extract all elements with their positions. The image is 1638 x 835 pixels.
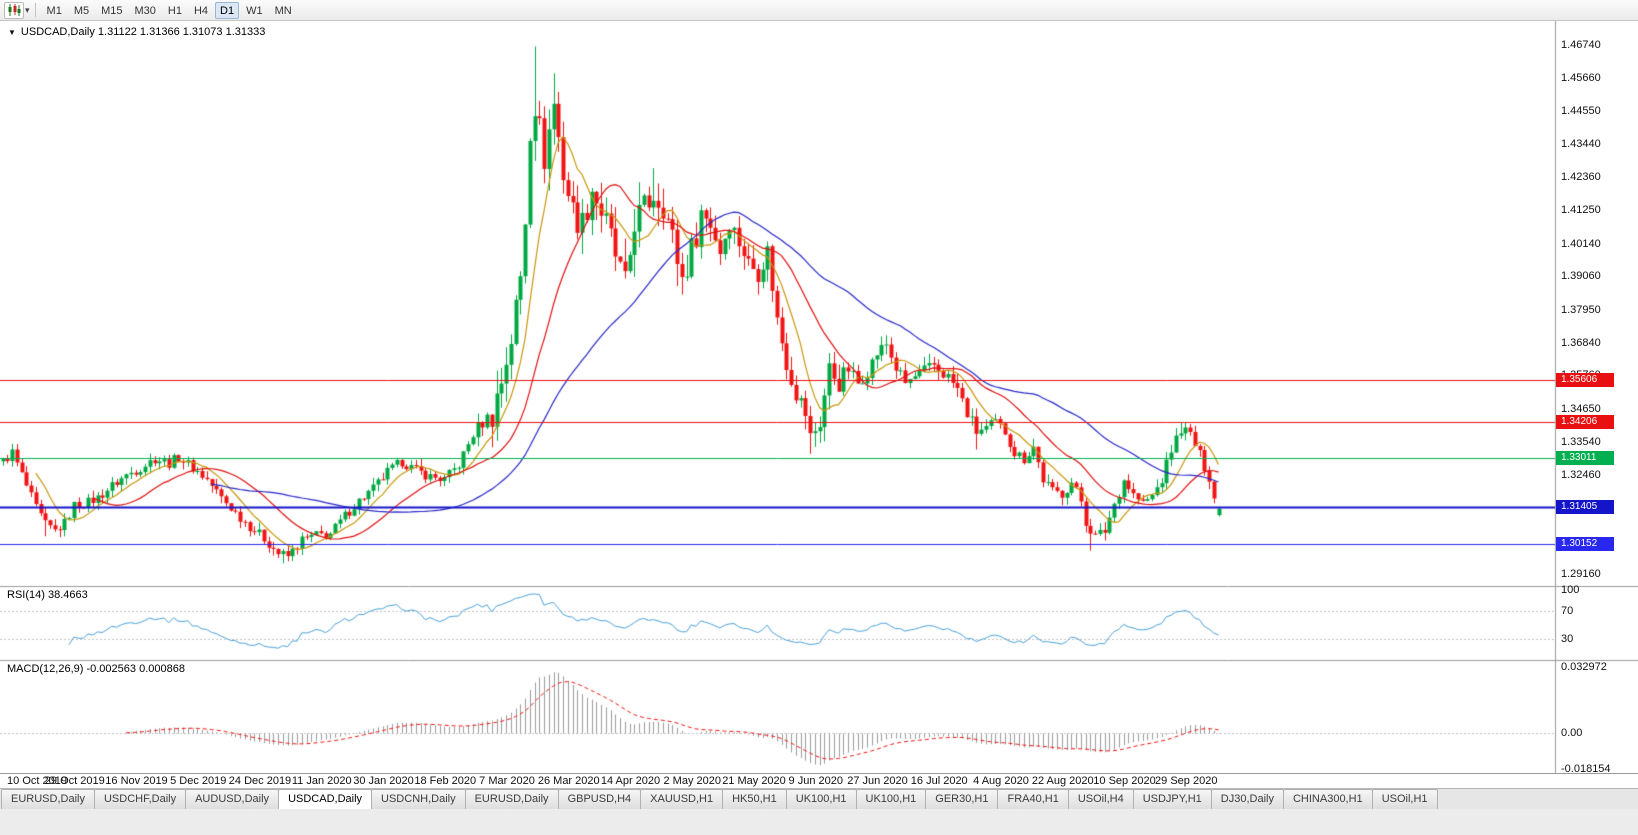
rsi-axis-label: 70 [1561, 605, 1574, 618]
price-axis-tick: 1.42360 [1561, 170, 1601, 183]
date-axis-label: 26 Mar 2020 [537, 775, 600, 787]
chart-tab-usdcnh-daily[interactable]: USDCNH,Daily [371, 789, 466, 809]
price-line-badge[interactable]: 1.30152 [1556, 537, 1614, 552]
price-axis-tick: 1.40140 [1561, 237, 1601, 250]
rsi-axis-label: 100 [1561, 584, 1580, 597]
chart-title: ▼ USDCAD,Daily 1.31122 1.31366 1.31073 1.… [8, 26, 265, 38]
chart-tab-hk50-h1[interactable]: HK50,H1 [722, 789, 787, 809]
price-axis-tick: 1.36840 [1561, 336, 1601, 349]
chart-canvas[interactable] [0, 21, 1638, 773]
price-axis-tick: 1.46740 [1561, 39, 1601, 51]
price-axis-tick: 1.33540 [1561, 436, 1601, 449]
date-axis-label: 14 Apr 2020 [600, 775, 661, 787]
macd-label: MACD(12,26,9) -0.002563 0.000868 [7, 663, 185, 675]
triangle-down-icon: ▼ [8, 28, 16, 37]
chart-tab-usoil-h1[interactable]: USOil,H1 [1371, 789, 1438, 809]
date-axis-label: 30 Jan 2020 [353, 775, 414, 787]
timeframe-button-m30[interactable]: M30 [134, 4, 156, 17]
chart-tab-usdjpy-h1[interactable]: USDJPY,H1 [1132, 789, 1212, 809]
timeframe-toolbar: ▾ M1 M5 M15 M30 H1 H4 D1 W1 MN [0, 0, 1638, 21]
date-axis: 10 Oct 2019 29 Oct 2019 16 Nov 2019 5 Dec 2… [0, 773, 1638, 788]
price-axis-tick: 1.37950 [1561, 303, 1601, 316]
timeframe-button-m15[interactable]: M15 [101, 4, 123, 17]
price-line-badge[interactable]: 1.34206 [1556, 415, 1614, 430]
timeframe-button-h4[interactable]: H4 [193, 4, 209, 17]
chart-tab-china300-h1[interactable]: CHINA300,H1 [1282, 789, 1373, 809]
price-axis-tick: 1.34650 [1561, 402, 1601, 415]
chart-tab-eurusd-daily[interactable]: EURUSD,Daily [1, 789, 95, 809]
timeframe-button-w1[interactable]: W1 [246, 4, 263, 17]
chart-tab-ger30-h1[interactable]: GER30,H1 [925, 789, 999, 809]
timeframe-button-d1[interactable]: D1 [215, 1, 240, 19]
chevron-down-icon[interactable]: ▾ [25, 4, 30, 15]
macd-axis-label: 0.00 [1561, 726, 1583, 739]
date-axis-label: 2 May 2020 [663, 775, 721, 787]
macd-axis-label: -0.018154 [1561, 762, 1611, 775]
price-axis-tick: 1.29160 [1561, 568, 1601, 581]
date-axis-label: 21 May 2020 [722, 775, 786, 787]
date-axis-label: 18 Feb 2020 [414, 775, 477, 787]
candlestick-chart-icon[interactable] [4, 1, 24, 19]
date-axis-label: 29 Sep 2020 [1155, 775, 1218, 787]
timeframe-buttons: M1 M5 M15 M30 H1 H4 D1 W1 MN [42, 1, 297, 19]
rsi-axis-label: 30 [1561, 633, 1574, 646]
date-axis-label: 29 Oct 2019 [44, 775, 105, 787]
date-axis-label: 4 Aug 2020 [973, 775, 1029, 787]
chart-tab-eurusd-daily[interactable]: EURUSD,Daily [464, 789, 559, 809]
date-axis-label: 10 Sep 2020 [1093, 775, 1156, 787]
chart-tab-xauusd-h1[interactable]: XAUUSD,H1 [640, 789, 724, 809]
chart-tab-usoil-h4[interactable]: USOil,H4 [1067, 789, 1134, 809]
chart-tab-uk100-h1[interactable]: UK100,H1 [785, 789, 857, 809]
macd-axis-label: 0.032972 [1561, 661, 1607, 673]
date-axis-label: 16 Nov 2019 [105, 775, 168, 787]
price-line-badge[interactable]: 1.31405 [1556, 499, 1614, 514]
price-axis-tick: 1.32460 [1561, 468, 1601, 481]
timeframe-button-mn[interactable]: MN [274, 4, 292, 17]
chart-tabbar: EURUSD,Daily USDCHF,Daily AUDUSD,Daily USDC… [0, 788, 1638, 809]
toolbar-separator [34, 3, 36, 17]
date-axis-label: 22 Aug 2020 [1031, 775, 1094, 787]
price-line-badge[interactable]: 1.33011 [1556, 451, 1614, 466]
price-axis-tick: 1.43440 [1561, 138, 1601, 151]
rsi-label: RSI(14) 38.4663 [7, 589, 88, 601]
chart-tab-gbpusd-h4[interactable]: GBPUSD,H4 [557, 789, 642, 809]
date-axis-label: 9 Jun 2020 [788, 775, 843, 787]
price-axis-tick: 1.45660 [1561, 71, 1601, 84]
date-axis-label: 5 Dec 2019 [170, 775, 227, 787]
chart-title-text: USDCAD,Daily 1.31122 1.31366 1.31073 1.3… [20, 26, 266, 38]
date-axis-label: 27 Jun 2020 [847, 775, 908, 787]
timeframe-button-m1[interactable]: M1 [46, 4, 62, 17]
price-axis-tick: 1.39060 [1561, 270, 1601, 283]
date-axis-label: 10 Oct 2019 [7, 775, 67, 787]
chart-tab-dj30-daily[interactable]: DJ30,Daily [1210, 789, 1284, 809]
date-axis-label: 24 Dec 2019 [228, 775, 292, 787]
timeframe-button-h1[interactable]: H1 [167, 4, 182, 17]
chart-tab-usdchf-daily[interactable]: USDCHF,Daily [93, 789, 187, 809]
date-axis-label: 7 Mar 2020 [479, 775, 535, 787]
chart-tab-fra40-h1[interactable]: FRA40,H1 [997, 789, 1069, 809]
chart-tab-audusd-daily[interactable]: AUDUSD,Daily [185, 789, 280, 809]
chart-tab-usdcad-daily[interactable]: USDCAD,Daily [278, 789, 373, 809]
price-axis-tick: 1.44550 [1561, 104, 1601, 117]
price-axis-tick: 1.41250 [1561, 204, 1601, 217]
timeframe-button-m5[interactable]: M5 [73, 4, 90, 17]
price-line-badge[interactable]: 1.35606 [1556, 373, 1614, 388]
date-axis-label: 11 Jan 2020 [291, 775, 352, 787]
date-axis-label: 16 Jul 2020 [910, 775, 968, 787]
bottom-strip [0, 809, 1638, 835]
chart-tab-uk100-h1[interactable]: UK100,H1 [855, 789, 927, 809]
